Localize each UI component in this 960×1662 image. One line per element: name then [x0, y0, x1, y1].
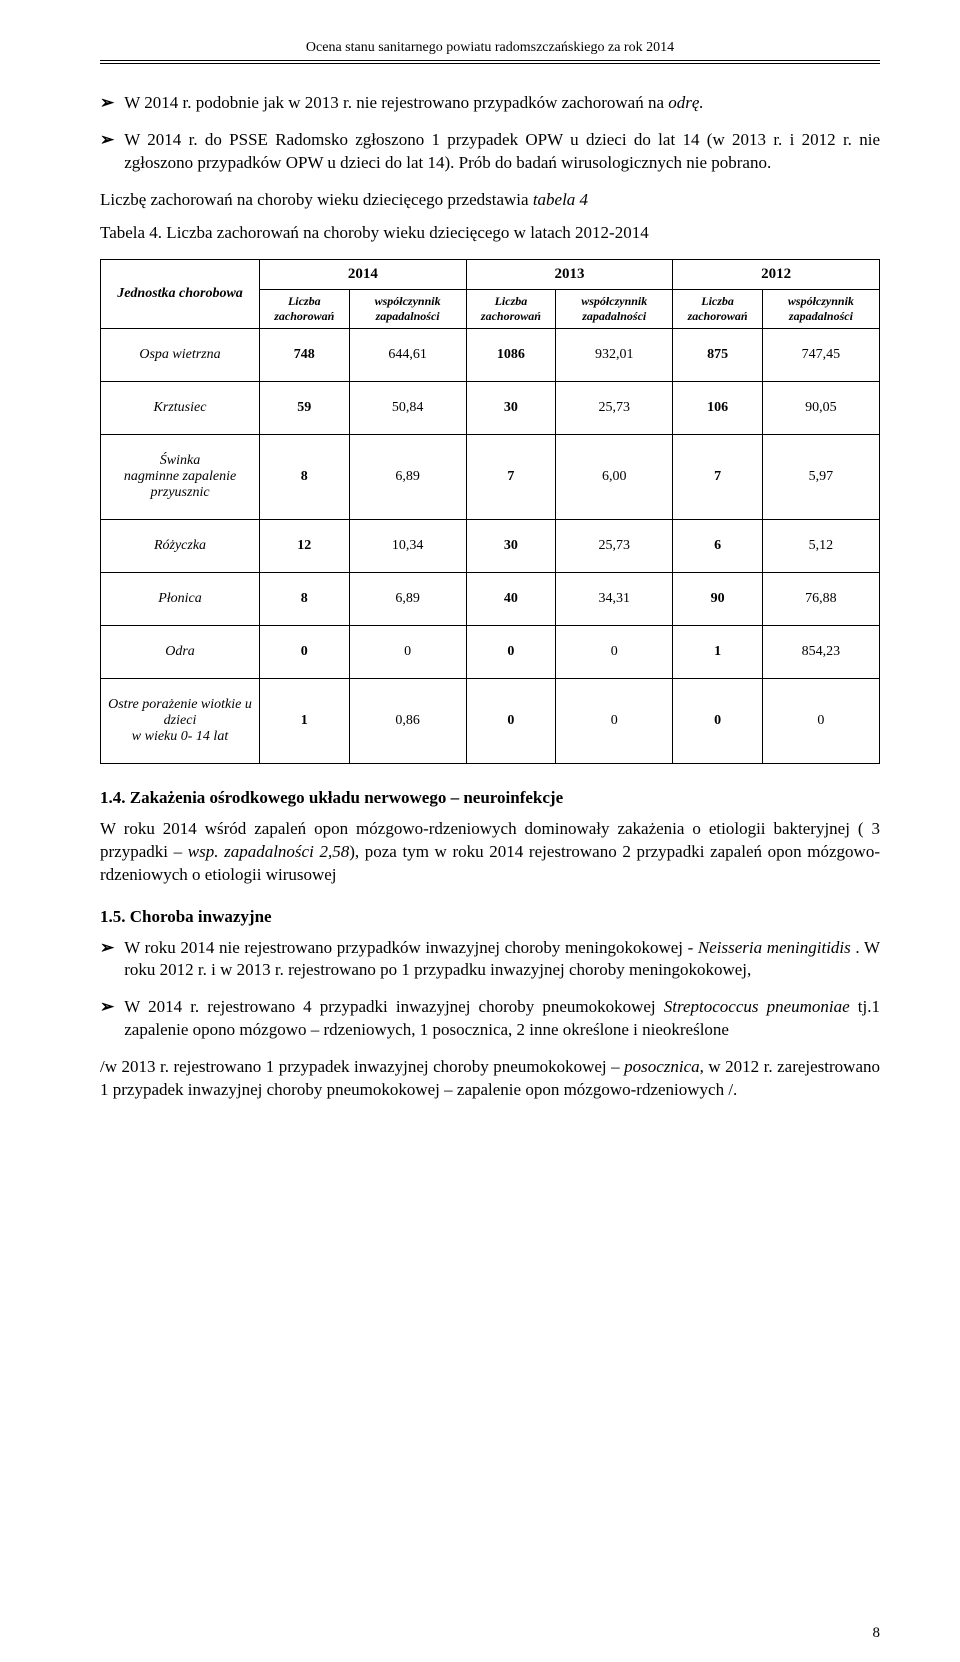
- bullet-item: ➢ W 2014 r. podobnie jak w 2013 r. nie r…: [100, 92, 880, 115]
- row-label: Świnkanagminne zapalenie przyusznic: [101, 434, 260, 519]
- cell: 76,88: [762, 572, 879, 625]
- bullet-text: W 2014 r. do PSSE Radomsko zgłoszono 1 p…: [124, 129, 880, 175]
- table-row: Krztusiec5950,843025,7310690,05: [101, 381, 880, 434]
- cell: 747,45: [762, 328, 879, 381]
- bullet-text: W roku 2014 nie rejestrowano przypadków …: [124, 937, 880, 983]
- cell: 0: [349, 625, 466, 678]
- cell: 0: [556, 625, 673, 678]
- col-year-2014: 2014: [260, 259, 467, 289]
- cell: 875: [673, 328, 763, 381]
- row-label: Płonica: [101, 572, 260, 625]
- table-caption: Tabela 4. Liczba zachorowań na choroby w…: [100, 223, 649, 242]
- cell: 6,89: [349, 434, 466, 519]
- cell: 1086: [466, 328, 556, 381]
- cell: 6: [673, 519, 763, 572]
- page-header: Ocena stanu sanitarnego powiatu radomszc…: [100, 40, 880, 61]
- table-row: Ostre porażenie wiotkie u dzieciw wieku …: [101, 678, 880, 763]
- row-label: Krztusiec: [101, 381, 260, 434]
- cell: 7: [673, 434, 763, 519]
- table-row: Odra00001854,23: [101, 625, 880, 678]
- arrow-icon: ➢: [100, 996, 114, 1019]
- cell: 59: [260, 381, 350, 434]
- cell: 90: [673, 572, 763, 625]
- subhead-rate: współczynnik zapadalności: [349, 289, 466, 328]
- cell: 0: [466, 625, 556, 678]
- trailing-paragraph: /w 2013 r. rejestrowano 1 przypadek inwa…: [100, 1056, 880, 1102]
- col-unit: Jednostka chorobowa: [101, 259, 260, 328]
- bullet-text: W 2014 r. rejestrowano 4 przypadki inwaz…: [124, 996, 880, 1042]
- cell: 34,31: [556, 572, 673, 625]
- header-underline: [100, 63, 880, 64]
- cell: 8: [260, 572, 350, 625]
- cell: 25,73: [556, 519, 673, 572]
- row-label: Ostre porażenie wiotkie u dzieciw wieku …: [101, 678, 260, 763]
- cell: 6,89: [349, 572, 466, 625]
- bullet-item: ➢ W 2014 r. rejestrowano 4 przypadki inw…: [100, 996, 880, 1042]
- col-year-2013: 2013: [466, 259, 673, 289]
- arrow-icon: ➢: [100, 92, 114, 115]
- cell: 0: [466, 678, 556, 763]
- table-row: Różyczka1210,343025,7365,12: [101, 519, 880, 572]
- cell: 30: [466, 519, 556, 572]
- cell: 1: [673, 625, 763, 678]
- table-row: Świnkanagminne zapalenie przyusznic86,89…: [101, 434, 880, 519]
- cell: 10,34: [349, 519, 466, 572]
- cell: 7: [466, 434, 556, 519]
- cell: 6,00: [556, 434, 673, 519]
- cell: 90,05: [762, 381, 879, 434]
- bullet-item: ➢ W roku 2014 nie rejestrowano przypadkó…: [100, 937, 880, 983]
- cell: 8: [260, 434, 350, 519]
- bullet-item: ➢ W 2014 r. do PSSE Radomsko zgłoszono 1…: [100, 129, 880, 175]
- subhead-count: Liczba zachorowań: [466, 289, 556, 328]
- bullet-text: W 2014 r. podobnie jak w 2013 r. nie rej…: [124, 92, 703, 115]
- intro-paragraph: Liczbę zachorowań na choroby wieku dziec…: [100, 189, 880, 212]
- cell: 40: [466, 572, 556, 625]
- cell: 12: [260, 519, 350, 572]
- row-label: Odra: [101, 625, 260, 678]
- cell: 30: [466, 381, 556, 434]
- cell: 0,86: [349, 678, 466, 763]
- section-1-4-para: W roku 2014 wśród zapaleń opon mózgowo-r…: [100, 818, 880, 887]
- cell: 748: [260, 328, 350, 381]
- cell: 854,23: [762, 625, 879, 678]
- cell: 5,97: [762, 434, 879, 519]
- cell: 0: [260, 625, 350, 678]
- section-1-4-head: 1.4. Zakażenia ośrodkowego układu nerwow…: [100, 788, 880, 808]
- subhead-rate: współczynnik zapadalności: [556, 289, 673, 328]
- cell: 0: [556, 678, 673, 763]
- cell: 0: [762, 678, 879, 763]
- row-label: Ospa wietrzna: [101, 328, 260, 381]
- table-row: Płonica86,894034,319076,88: [101, 572, 880, 625]
- subhead-rate: współczynnik zapadalności: [762, 289, 879, 328]
- cell: 50,84: [349, 381, 466, 434]
- arrow-icon: ➢: [100, 937, 114, 960]
- arrow-icon: ➢: [100, 129, 114, 152]
- cell: 644,61: [349, 328, 466, 381]
- cell: 25,73: [556, 381, 673, 434]
- subhead-count: Liczba zachorowań: [673, 289, 763, 328]
- cell: 1: [260, 678, 350, 763]
- cell: 932,01: [556, 328, 673, 381]
- cell: 5,12: [762, 519, 879, 572]
- page-number: 8: [873, 1625, 881, 1642]
- cell: 0: [673, 678, 763, 763]
- row-label: Różyczka: [101, 519, 260, 572]
- cell: 106: [673, 381, 763, 434]
- subhead-count: Liczba zachorowań: [260, 289, 350, 328]
- section-1-5-head: 1.5. Choroba inwazyjne: [100, 907, 880, 927]
- table-row: Ospa wietrzna748644,611086932,01875747,4…: [101, 328, 880, 381]
- col-year-2012: 2012: [673, 259, 880, 289]
- disease-table: Jednostka chorobowa 2014 2013 2012 Liczb…: [100, 259, 880, 764]
